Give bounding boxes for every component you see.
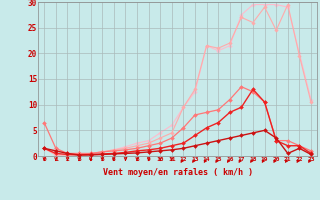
X-axis label: Vent moyen/en rafales ( km/h ): Vent moyen/en rafales ( km/h ) [103, 168, 252, 177]
